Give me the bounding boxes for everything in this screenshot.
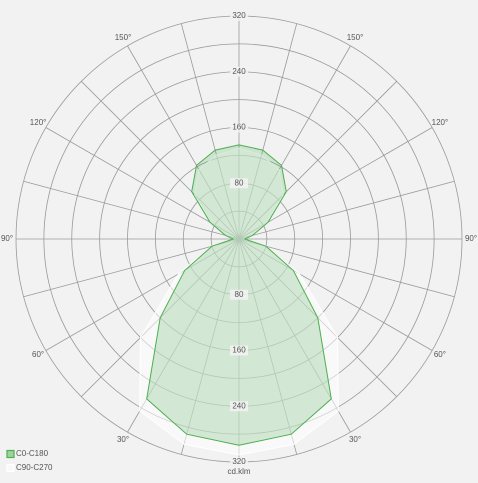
radial-line — [45, 127, 240, 240]
radial-line — [238, 180, 455, 240]
r-tick-label: 240 — [232, 401, 246, 410]
angle-tick-label: 30° — [117, 435, 129, 444]
r-tick-label: 80 — [235, 178, 244, 187]
angle-tick-label: 90° — [465, 234, 477, 243]
r-tick-label: 80 — [235, 290, 244, 299]
series-area — [146, 144, 239, 446]
r-tick-label: 320 — [232, 11, 246, 20]
radial-line — [238, 127, 433, 240]
angle-tick-label: 60° — [434, 350, 446, 359]
legend-swatch — [6, 449, 15, 459]
r-label-bg — [230, 401, 248, 412]
series-area — [239, 144, 332, 446]
r-tick-label: 160 — [232, 123, 246, 132]
series-line — [238, 144, 332, 446]
angle-tick-label: 120° — [432, 118, 449, 127]
r-label-bg — [230, 457, 248, 467]
series-line — [146, 144, 240, 446]
r-label-bg — [230, 66, 248, 77]
r-label-bg — [230, 178, 248, 189]
r-label-bg — [230, 289, 248, 300]
r-label-bg — [230, 11, 248, 21]
angle-tick-label: 120° — [30, 118, 47, 127]
r-tick-label: 160 — [232, 346, 246, 355]
r-label-bg — [230, 122, 248, 133]
angle-tick-label: 90° — [1, 234, 13, 243]
legend-label: C0-C180 — [16, 449, 49, 458]
legend: C0-C180 C90-C270 — [6, 449, 53, 473]
plot — [139, 144, 339, 456]
r-tick-label: 320 — [232, 457, 246, 466]
radial-line — [23, 238, 240, 298]
angle-tick-label: 30° — [349, 435, 361, 444]
angle-tick-label: 150° — [115, 33, 132, 42]
radial-line — [23, 180, 240, 240]
labels: 80 80 160 160 240 240 320 320 30° 30° 60° 60° 90° 90°… — [1, 11, 477, 467]
unit-label: cd.klm — [227, 467, 250, 476]
radial-line — [238, 238, 455, 298]
angle-tick-label: 60° — [32, 350, 44, 359]
legend-swatch — [6, 463, 15, 473]
angle-tick-label: 150° — [347, 33, 364, 42]
r-tick-label: 240 — [232, 67, 246, 76]
legend-label: C90-C270 — [16, 463, 53, 472]
r-label-bg — [230, 345, 248, 356]
